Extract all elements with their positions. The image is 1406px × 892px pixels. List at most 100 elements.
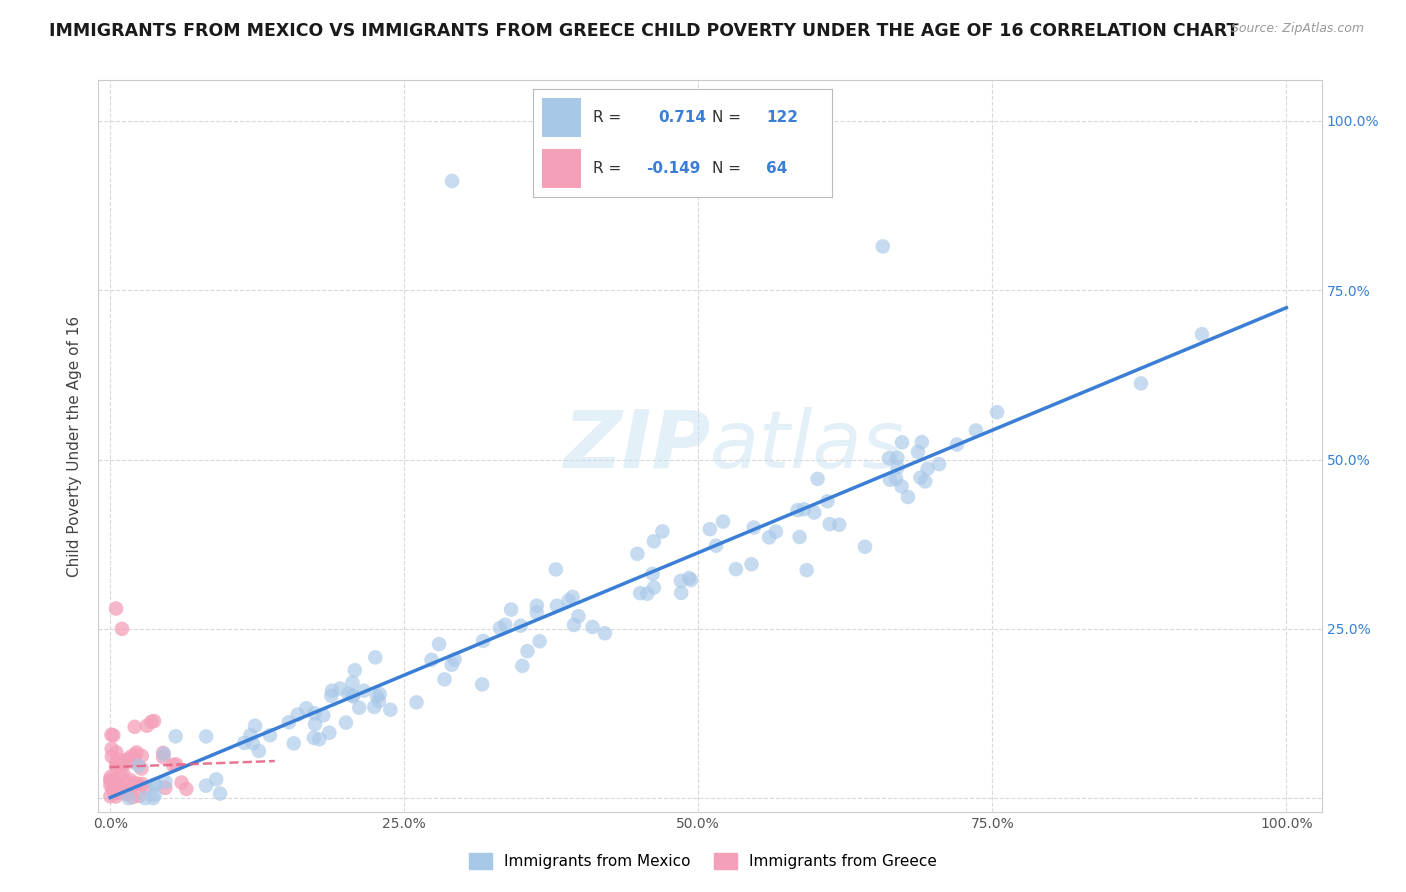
Point — [789, 530, 811, 544]
Point — [153, 747, 176, 761]
Point — [112, 785, 135, 799]
Point — [347, 700, 370, 714]
Point — [283, 736, 305, 750]
Point — [441, 174, 464, 188]
Y-axis label: Child Poverty Under the Age of 16: Child Poverty Under the Age of 16 — [67, 316, 83, 576]
Point — [501, 602, 523, 616]
Point — [526, 606, 548, 620]
Point — [803, 506, 825, 520]
Point — [557, 593, 579, 607]
Point — [124, 747, 146, 762]
Point — [131, 762, 153, 776]
Point — [581, 620, 603, 634]
Point — [741, 558, 763, 572]
Point — [363, 699, 385, 714]
Point — [529, 634, 551, 648]
Point — [366, 689, 388, 703]
Point — [155, 780, 177, 795]
Point — [329, 681, 352, 696]
Point — [302, 731, 325, 745]
Point — [678, 571, 700, 585]
Point — [100, 728, 122, 742]
Point — [510, 658, 533, 673]
Point — [105, 776, 128, 790]
Point — [886, 450, 908, 465]
Point — [124, 776, 146, 790]
Point — [494, 617, 516, 632]
Point — [100, 741, 122, 756]
Point — [111, 765, 134, 780]
Point — [104, 775, 127, 789]
Point — [561, 590, 583, 604]
Point — [643, 534, 665, 549]
Point — [786, 503, 808, 517]
Point — [125, 745, 148, 759]
Point — [100, 774, 122, 789]
Point — [742, 520, 765, 534]
Point — [135, 780, 157, 795]
Point — [796, 563, 818, 577]
Point — [259, 728, 281, 742]
Point — [405, 695, 427, 709]
Point — [117, 787, 139, 801]
Point — [509, 619, 531, 633]
Point — [818, 517, 841, 532]
Point — [205, 772, 228, 787]
Point — [641, 566, 664, 581]
Point — [815, 494, 838, 508]
Point — [433, 673, 456, 687]
Point — [131, 748, 153, 763]
Point — [380, 703, 402, 717]
Point — [828, 517, 851, 532]
Point — [195, 730, 218, 744]
Point — [142, 791, 165, 805]
Point — [699, 522, 721, 536]
Point — [516, 644, 538, 658]
Point — [134, 791, 156, 805]
Point — [472, 633, 495, 648]
Point — [562, 618, 585, 632]
Point — [853, 540, 876, 554]
Point — [107, 780, 129, 794]
Point — [105, 786, 128, 800]
Point — [364, 650, 387, 665]
Point — [928, 457, 950, 471]
Point — [872, 239, 894, 253]
Point — [194, 779, 217, 793]
Point — [165, 729, 187, 743]
Point — [986, 405, 1008, 419]
Point — [304, 717, 326, 731]
Point — [104, 789, 127, 804]
Point — [946, 437, 969, 451]
Point — [335, 715, 357, 730]
Point — [98, 789, 121, 804]
Point — [141, 714, 163, 729]
Point — [104, 785, 127, 799]
Point — [671, 586, 693, 600]
Point — [287, 707, 309, 722]
Point — [277, 715, 299, 730]
Point — [367, 694, 389, 708]
Point — [304, 706, 326, 721]
Point — [176, 781, 198, 796]
Point — [724, 562, 747, 576]
Point — [669, 574, 692, 588]
Point — [321, 683, 343, 698]
Point — [108, 767, 131, 781]
Point — [103, 728, 125, 742]
Point — [101, 775, 124, 789]
Point — [100, 770, 122, 784]
Text: atlas: atlas — [710, 407, 905, 485]
Point — [910, 470, 932, 484]
Point — [110, 756, 132, 770]
Point — [152, 746, 174, 760]
Point — [526, 599, 548, 613]
Point — [233, 736, 256, 750]
Point — [239, 728, 262, 742]
Point — [136, 719, 159, 733]
Point — [343, 663, 366, 677]
Point — [124, 720, 146, 734]
Point — [170, 775, 193, 789]
Text: Source: ZipAtlas.com: Source: ZipAtlas.com — [1230, 22, 1364, 36]
Point — [567, 609, 589, 624]
